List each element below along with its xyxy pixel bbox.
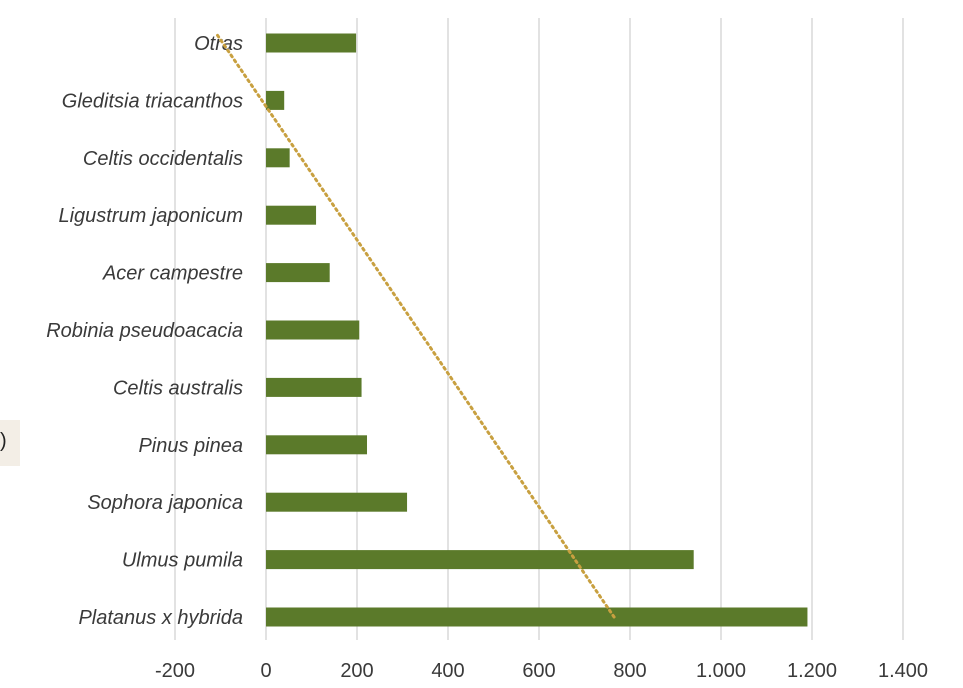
category-label-10: Otras bbox=[194, 33, 243, 55]
category-label-5: Robinia pseudoacacia bbox=[46, 320, 243, 342]
bar-5 bbox=[266, 320, 360, 340]
tick-label-3: 400 bbox=[431, 660, 464, 682]
tick-label-1: 0 bbox=[260, 660, 271, 682]
tick-label-6: 1.000 bbox=[696, 660, 746, 682]
tick-label-7: 1.200 bbox=[787, 660, 837, 682]
category-label-0: Platanus x hybrida bbox=[78, 607, 243, 629]
category-label-8: Celtis occidentalis bbox=[83, 148, 243, 170]
legend-fragment: ) bbox=[0, 430, 7, 452]
bar-0 bbox=[266, 607, 808, 627]
tick-label-8: 1.400 bbox=[878, 660, 928, 682]
category-label-3: Pinus pinea bbox=[138, 435, 243, 457]
bar-7 bbox=[266, 205, 317, 225]
bar-10 bbox=[266, 33, 357, 53]
bar-4 bbox=[266, 377, 362, 397]
category-label-9: Gleditsia triacanthos bbox=[62, 90, 243, 112]
category-label-1: Ulmus pumila bbox=[122, 550, 243, 572]
bar-6 bbox=[266, 263, 330, 283]
category-label-2: Sophora japonica bbox=[87, 492, 243, 514]
trendline bbox=[214, 31, 616, 619]
category-label-7: Ligustrum japonicum bbox=[58, 205, 243, 227]
bar-1 bbox=[266, 550, 694, 570]
bar-9 bbox=[266, 90, 285, 110]
tick-label-0: -200 bbox=[155, 660, 195, 682]
bar-2 bbox=[266, 492, 408, 512]
bar-3 bbox=[266, 435, 368, 455]
legend-box bbox=[0, 420, 20, 466]
tick-label-4: 600 bbox=[522, 660, 555, 682]
bar-8 bbox=[266, 148, 290, 168]
category-label-4: Celtis australis bbox=[113, 377, 243, 399]
category-label-6: Acer campestre bbox=[102, 263, 243, 285]
tick-label-5: 800 bbox=[613, 660, 646, 682]
tick-label-2: 200 bbox=[340, 660, 373, 682]
